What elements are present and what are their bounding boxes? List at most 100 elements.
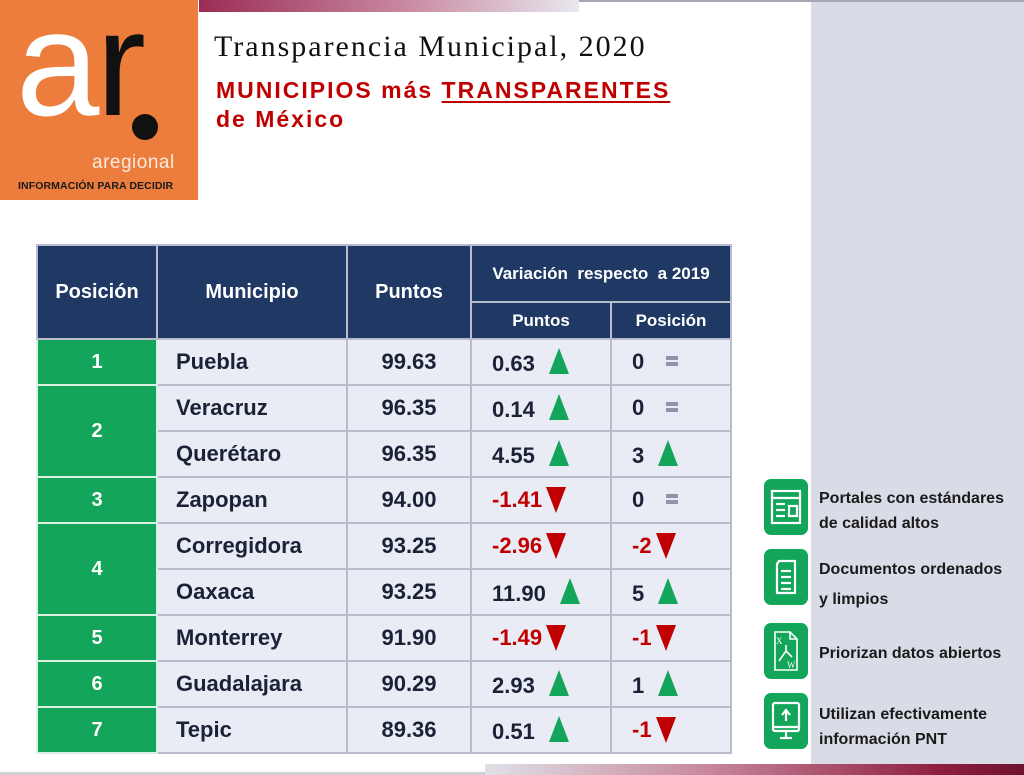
trend-up-icon (548, 393, 569, 420)
position-cell: 1 (36, 338, 158, 386)
points-cell: 93.25 (346, 522, 472, 570)
var-points-cell: 2.93 (470, 660, 612, 708)
var-position-cell: -1 (609, 614, 733, 662)
points-cell: 96.35 (346, 384, 472, 432)
header-var-points: Puntos (470, 301, 612, 340)
legend-text: Priorizan datos abiertos (819, 641, 1001, 666)
bottom-divider-line (0, 772, 485, 775)
var-position-cell: 0 (609, 384, 733, 432)
legend-text: Utilizan efectivamente información PNT (819, 702, 987, 752)
top-divider-line (579, 0, 1024, 2)
trend-down-icon (546, 625, 567, 651)
points-cell: 89.36 (346, 706, 472, 754)
logo-wordmark: aregional (92, 152, 175, 173)
municipality-cell: Oaxaca (156, 568, 348, 616)
municipality-cell: Puebla (156, 338, 348, 386)
position-cell: 6 (36, 660, 158, 708)
no-change-icon (666, 356, 679, 366)
points-cell: 91.90 (346, 614, 472, 662)
var-points-value: 11.90 (492, 580, 546, 606)
var-position-cell: 0 (609, 338, 733, 386)
table-row: 6 Guadalajara 90.29 2.93 1 (36, 660, 733, 708)
ranking-table: Posición Municipio Puntos Variación resp… (36, 244, 733, 754)
legend-line1: Priorizan datos abiertos (819, 645, 1002, 662)
trend-up-icon (548, 669, 569, 696)
var-points-value: 0.14 (492, 396, 535, 422)
var-position-value: 0 (632, 487, 645, 512)
table-row: 4 Corregidora 93.25 -2.96 -2 (36, 522, 733, 616)
municipality-cell: Querétaro (156, 430, 348, 478)
page-subtitle: MUNICIPIOS más TRANSPARENTES de México (216, 76, 670, 134)
trend-up-icon (658, 669, 679, 696)
trend-up-icon (548, 439, 569, 466)
logo-dot (132, 114, 158, 140)
var-position-value: 3 (632, 442, 645, 468)
municipality-cell: Corregidora (156, 522, 348, 570)
legend-line2: y limpios (819, 591, 889, 608)
table-row: 7 Tepic 89.36 0.51 -1 (36, 706, 733, 754)
legend-line1: Portales con estándares (819, 490, 1004, 507)
points-cell: 90.29 (346, 660, 472, 708)
trend-up-icon (548, 347, 569, 374)
var-points-value: -1.49 (492, 625, 543, 650)
var-points-cell: 0.14 (470, 384, 612, 432)
var-points-value: 4.55 (492, 442, 535, 468)
municipality-cell: Guadalajara (156, 660, 348, 708)
legend-line2: de calidad altos (819, 515, 940, 532)
trend-down-icon (655, 625, 676, 651)
header-position: Posición (36, 244, 158, 340)
table-row: 1 Puebla 99.63 0.63 0 (36, 338, 733, 386)
var-points-value: 0.51 (492, 718, 535, 744)
points-cell: 94.00 (346, 476, 472, 524)
no-change-icon (666, 494, 679, 504)
var-position-cell: 1 (609, 660, 733, 708)
svg-text:X: X (776, 636, 783, 646)
var-position-cell: -1 (609, 706, 733, 754)
var-position-value: -2 (632, 533, 652, 558)
position-cell: 2 (36, 384, 158, 478)
var-points-value: 2.93 (492, 672, 535, 698)
logo-tagline: INFORMACIÓN PARA DECIDIR (18, 180, 174, 192)
legend-line1: Utilizan efectivamente (819, 706, 988, 723)
var-points-cell: -1.41 (470, 476, 612, 524)
var-position-value: 1 (632, 672, 645, 698)
header-var-position: Posición (609, 301, 733, 340)
var-position-value: -1 (632, 625, 652, 650)
var-position-value: 0 (632, 395, 645, 420)
subtitle-emphasis: TRANSPARENTES (441, 77, 671, 103)
aregional-logo: a r aregional INFORMACIÓN PARA DECIDIR (0, 0, 198, 200)
municipality-cell: Tepic (156, 706, 348, 754)
header-points: Puntos (346, 244, 472, 340)
var-position-value: 5 (632, 580, 645, 606)
var-points-cell: -1.49 (470, 614, 612, 662)
points-cell: 96.35 (346, 430, 472, 478)
municipality-cell: Zapopan (156, 476, 348, 524)
subtitle-part1: MUNICIPIOS más (216, 77, 442, 103)
trend-up-icon (658, 577, 679, 604)
logo-mark-a: a (16, 0, 99, 147)
trend-up-icon (559, 577, 580, 604)
var-position-value: -1 (632, 717, 652, 742)
monitor-upload-icon (764, 693, 808, 749)
trend-down-icon (655, 533, 676, 559)
var-points-cell: 0.51 (470, 706, 612, 754)
legend-line1: Documentos ordenados (819, 561, 1003, 578)
trend-up-icon (548, 715, 569, 742)
document-icon (764, 549, 808, 605)
table-row: Oaxaca 93.25 11.90 5 (37, 568, 733, 616)
points-cell: 93.25 (346, 568, 472, 616)
var-points-cell: 11.90 (470, 568, 612, 616)
ranking-table-body: 1 Puebla 99.63 0.63 0 2 Veracruz 96.35 0.14 0 Quer… (36, 338, 733, 754)
var-points-cell: -2.96 (470, 522, 612, 570)
var-points-cell: 0.63 (470, 338, 612, 386)
points-cell: 99.63 (346, 338, 472, 386)
municipality-cell: Monterrey (156, 614, 348, 662)
var-points-cell: 4.55 (470, 430, 612, 478)
right-side-panel (811, 0, 1024, 775)
trend-down-icon (655, 717, 676, 743)
page-title: Transparencia Municipal, 2020 (214, 30, 647, 63)
legend-text: Documentos ordenados y limpios (819, 555, 1002, 615)
var-position-cell: 0 (609, 476, 733, 524)
var-position-cell: 3 (609, 430, 733, 478)
